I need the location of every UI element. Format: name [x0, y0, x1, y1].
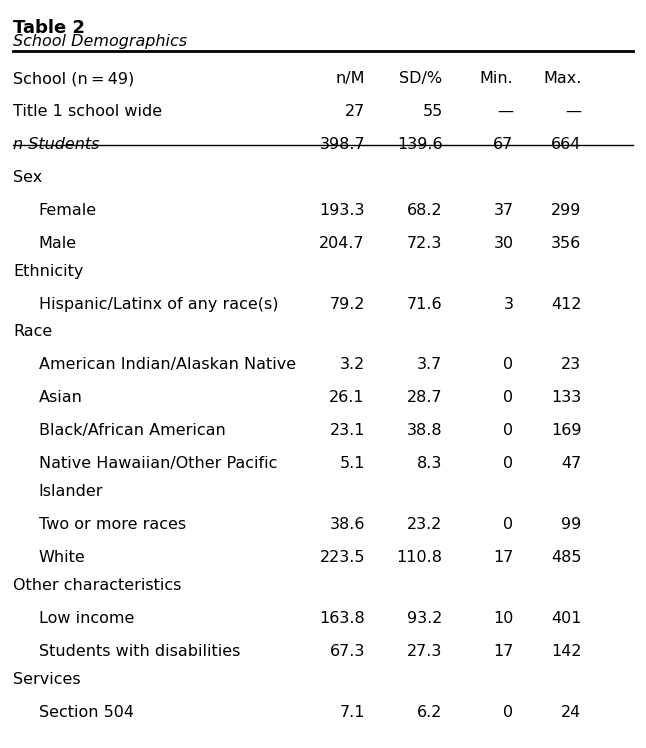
- Text: 71.6: 71.6: [407, 296, 443, 311]
- Text: Hispanic/Latinx of any race(s): Hispanic/Latinx of any race(s): [39, 296, 278, 311]
- Text: 38.6: 38.6: [329, 517, 365, 532]
- Text: 163.8: 163.8: [319, 611, 365, 626]
- Text: Min.: Min.: [480, 71, 514, 86]
- Text: 27: 27: [345, 104, 365, 119]
- Text: Other characteristics: Other characteristics: [13, 578, 182, 593]
- Text: 72.3: 72.3: [407, 236, 443, 251]
- Text: American Indian/Alaskan Native: American Indian/Alaskan Native: [39, 358, 296, 373]
- Text: 0: 0: [503, 456, 514, 471]
- Text: Female: Female: [39, 203, 97, 218]
- Text: 67.3: 67.3: [329, 644, 365, 659]
- Text: 68.2: 68.2: [407, 203, 443, 218]
- Text: 23.2: 23.2: [407, 517, 443, 532]
- Text: Services: Services: [13, 672, 81, 687]
- Text: Two or more races: Two or more races: [39, 517, 186, 532]
- Text: 5.1: 5.1: [340, 456, 365, 471]
- Text: Title 1 school wide: Title 1 school wide: [13, 104, 162, 119]
- Text: 0: 0: [503, 390, 514, 405]
- Text: 3: 3: [504, 296, 514, 311]
- Text: 23.1: 23.1: [329, 423, 365, 438]
- Text: Table 2: Table 2: [13, 19, 85, 37]
- Text: Students with disabilities: Students with disabilities: [39, 644, 240, 659]
- Text: 139.6: 139.6: [397, 137, 443, 152]
- Text: 6.2: 6.2: [417, 705, 443, 720]
- Text: 93.2: 93.2: [407, 611, 443, 626]
- Text: 8.3: 8.3: [417, 456, 443, 471]
- Text: SD/%: SD/%: [399, 71, 443, 86]
- Text: 3.7: 3.7: [417, 358, 443, 373]
- Text: 23: 23: [561, 358, 581, 373]
- Text: 3.2: 3.2: [340, 358, 365, 373]
- Text: Ethnicity: Ethnicity: [13, 263, 83, 278]
- Text: 24: 24: [561, 705, 581, 720]
- Text: Max.: Max.: [543, 71, 581, 86]
- Text: 0: 0: [503, 517, 514, 532]
- Text: Section 504: Section 504: [39, 705, 134, 720]
- Text: 398.7: 398.7: [319, 137, 365, 152]
- Text: —: —: [565, 104, 581, 119]
- Text: Low income: Low income: [39, 611, 134, 626]
- Text: 133: 133: [551, 390, 581, 405]
- Text: 17: 17: [493, 644, 514, 659]
- Text: Black/African American: Black/African American: [39, 423, 225, 438]
- Text: Sex: Sex: [13, 170, 42, 185]
- Text: 412: 412: [551, 296, 581, 311]
- Text: 356: 356: [551, 236, 581, 251]
- Text: 79.2: 79.2: [329, 296, 365, 311]
- Text: 169: 169: [551, 423, 581, 438]
- Text: Male: Male: [39, 236, 77, 251]
- Text: 0: 0: [503, 358, 514, 373]
- Text: 17: 17: [493, 550, 514, 565]
- Text: 223.5: 223.5: [320, 550, 365, 565]
- Text: 37: 37: [494, 203, 514, 218]
- Text: 0: 0: [503, 423, 514, 438]
- Text: n Students: n Students: [13, 137, 99, 152]
- Text: Asian: Asian: [39, 390, 83, 405]
- Text: 26.1: 26.1: [329, 390, 365, 405]
- Text: —: —: [497, 104, 514, 119]
- Text: 47: 47: [561, 456, 581, 471]
- Text: School (n = 49): School (n = 49): [13, 71, 134, 86]
- Text: 10: 10: [493, 611, 514, 626]
- Text: 401: 401: [551, 611, 581, 626]
- Text: n/M: n/M: [335, 71, 365, 86]
- Text: School Demographics: School Demographics: [13, 34, 187, 49]
- Text: 38.8: 38.8: [407, 423, 443, 438]
- Text: 664: 664: [551, 137, 581, 152]
- Text: 142: 142: [551, 644, 581, 659]
- Text: 67: 67: [494, 137, 514, 152]
- Text: 28.7: 28.7: [407, 390, 443, 405]
- Text: 485: 485: [551, 550, 581, 565]
- Text: Islander: Islander: [39, 484, 103, 499]
- Text: Native Hawaiian/Other Pacific: Native Hawaiian/Other Pacific: [39, 456, 277, 471]
- Text: 110.8: 110.8: [397, 550, 443, 565]
- Text: 99: 99: [561, 517, 581, 532]
- Text: White: White: [39, 550, 85, 565]
- Text: 299: 299: [551, 203, 581, 218]
- Text: 0: 0: [503, 705, 514, 720]
- Text: 204.7: 204.7: [319, 236, 365, 251]
- Text: Race: Race: [13, 325, 52, 340]
- Text: 193.3: 193.3: [320, 203, 365, 218]
- Text: 7.1: 7.1: [340, 705, 365, 720]
- Text: 55: 55: [422, 104, 443, 119]
- Text: 30: 30: [494, 236, 514, 251]
- Text: 27.3: 27.3: [407, 644, 443, 659]
